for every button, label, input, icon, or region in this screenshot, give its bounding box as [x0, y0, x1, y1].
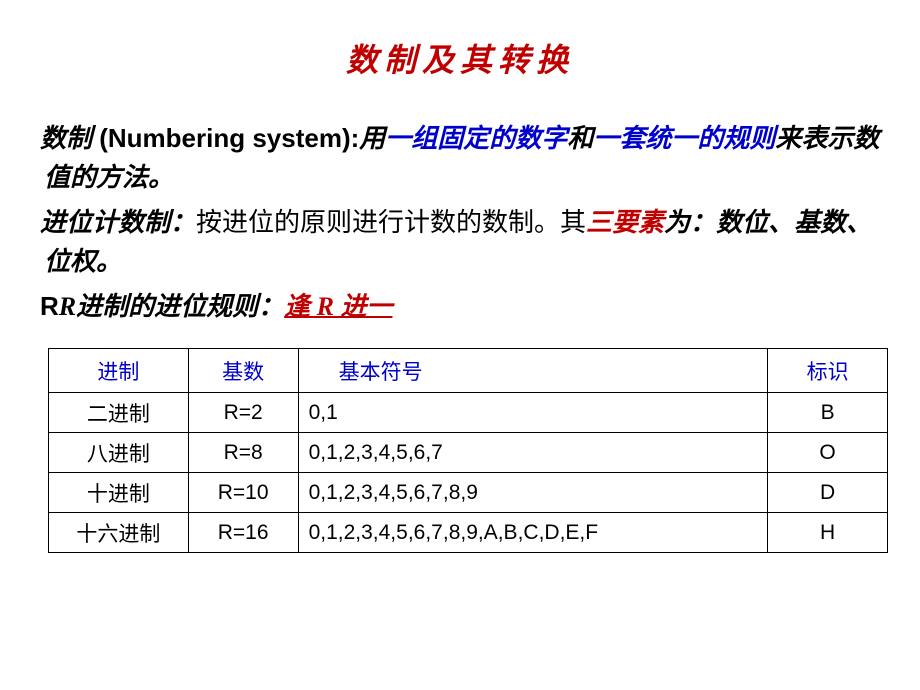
cell-name: 二进制	[49, 393, 189, 433]
cell-id: B	[768, 393, 888, 433]
cell-name: 八进制	[49, 433, 189, 473]
table-row: 八进制 R=8 0,1,2,3,4,5,6,7 O	[49, 433, 888, 473]
cell-base: R=10	[188, 473, 298, 513]
r-base-rule-label: R进制的进位规则：	[59, 292, 284, 321]
english-term: (Numbering system):	[92, 123, 359, 153]
red-three-elements: 三要素	[586, 208, 664, 237]
th-system: 进制	[49, 349, 189, 393]
cell-id: H	[768, 513, 888, 553]
carry-rule: 逢 R 进一	[284, 292, 392, 321]
slide-title: 数制及其转换	[40, 35, 880, 81]
table-row: 二进制 R=2 0,1 B	[49, 393, 888, 433]
cell-symbols: 0,1,2,3,4,5,6,7,8,9,A,B,C,D,E,F	[298, 513, 768, 553]
cell-symbols: 0,1,2,3,4,5,6,7	[298, 433, 768, 473]
cell-id: D	[768, 473, 888, 513]
cell-symbols: 0,1	[298, 393, 768, 433]
text-yong: 用	[359, 124, 385, 153]
cell-base: R=8	[188, 433, 298, 473]
term-r-base: RR进制的进位规则：	[40, 292, 284, 321]
th-id: 标识	[768, 349, 888, 393]
table-row: 十六进制 R=16 0,1,2,3,4,5,6,7,8,9,A,B,C,D,E,…	[49, 513, 888, 553]
blue-phrase-1: 一组固定的数字	[385, 124, 567, 153]
th-symbols: 基本符号	[298, 349, 768, 393]
paragraph-definition: 数制 (Numbering system):用一组固定的数字和一套统一的规则来表…	[40, 119, 880, 197]
paragraph-rule: RR进制的进位规则：逢 R 进一	[40, 287, 880, 326]
cell-id: O	[768, 433, 888, 473]
term-positional: 进位计数制：	[40, 208, 196, 237]
blue-phrase-2: 一套统一的规则	[593, 124, 775, 153]
cell-symbols: 0,1,2,3,4,5,6,7,8,9	[298, 473, 768, 513]
th-base: 基数	[188, 349, 298, 393]
cell-base: R=16	[188, 513, 298, 553]
slide-container: 数制及其转换 数制 (Numbering system):用一组固定的数字和一套…	[0, 0, 920, 573]
paragraph-positional: 进位计数制：按进位的原则进行计数的数制。其三要素为：数位、基数、位权。	[40, 203, 880, 281]
cell-name: 十六进制	[49, 513, 189, 553]
text-positional-desc: 按进位的原则进行计数的数制。其	[196, 208, 586, 237]
table-header-row: 进制 基数 基本符号 标识	[49, 349, 888, 393]
term-numbering: 数制	[40, 124, 92, 153]
number-system-table: 进制 基数 基本符号 标识 二进制 R=2 0,1 B 八进制 R=8 0,1,…	[48, 348, 888, 553]
cell-name: 十进制	[49, 473, 189, 513]
table-row: 十进制 R=10 0,1,2,3,4,5,6,7,8,9 D	[49, 473, 888, 513]
cell-base: R=2	[188, 393, 298, 433]
text-wei: 为：	[664, 208, 716, 237]
text-he: 和	[567, 124, 593, 153]
